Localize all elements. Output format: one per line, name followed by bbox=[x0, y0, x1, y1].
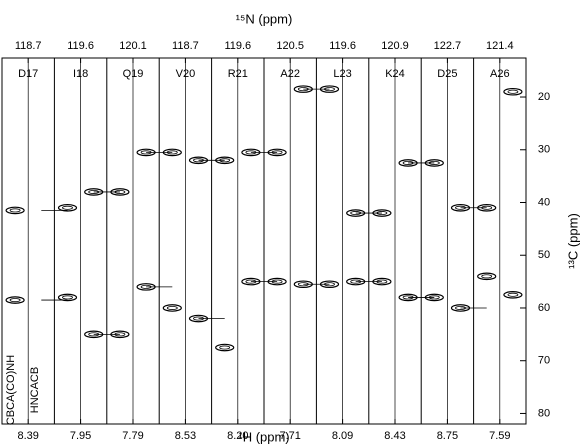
h1-label: 8.75 bbox=[437, 430, 458, 442]
h1-label: 7.95 bbox=[70, 430, 91, 442]
h1-label: 7.59 bbox=[489, 430, 510, 442]
peak-contour bbox=[481, 274, 493, 279]
peak-contour bbox=[376, 279, 388, 284]
peak-contour bbox=[114, 189, 126, 194]
h1-label: 8.20 bbox=[227, 430, 248, 442]
peak-contour bbox=[9, 208, 21, 213]
peak bbox=[162, 304, 182, 312]
peak-contour bbox=[62, 205, 73, 210]
peak-contour bbox=[324, 87, 335, 92]
peak bbox=[267, 277, 287, 286]
peak-contour bbox=[62, 295, 73, 300]
n15-label: 118.7 bbox=[172, 40, 199, 52]
peak-contour bbox=[507, 89, 519, 94]
peak bbox=[319, 280, 340, 289]
peak bbox=[162, 148, 182, 157]
residue-label: D17 bbox=[18, 68, 38, 80]
peak bbox=[503, 290, 523, 299]
h1-label: 8.09 bbox=[332, 430, 353, 442]
residue-label: Q19 bbox=[123, 68, 144, 80]
experiment-label: HNCACB bbox=[29, 367, 41, 413]
peak-contour bbox=[428, 295, 440, 300]
peak-contour bbox=[507, 292, 519, 297]
residue-label: A26 bbox=[490, 68, 510, 80]
y-tick-label: 50 bbox=[538, 249, 550, 261]
n15-label: 120.1 bbox=[119, 40, 147, 52]
x-axis-title: ¹H (ppm) bbox=[238, 429, 289, 444]
top-axis-title: ¹⁵N (ppm) bbox=[236, 11, 293, 26]
residue-label: D25 bbox=[437, 68, 457, 80]
y-tick-label: 60 bbox=[538, 302, 550, 314]
y-tick-label: 80 bbox=[538, 407, 550, 419]
peak-contour bbox=[271, 279, 283, 284]
peak bbox=[477, 203, 497, 212]
peak-contour bbox=[219, 345, 231, 350]
h1-label: 8.53 bbox=[175, 430, 196, 442]
y-tick-label: 40 bbox=[538, 196, 550, 208]
n15-label: 121.4 bbox=[486, 40, 514, 52]
residue-label: A22 bbox=[280, 68, 300, 80]
peak bbox=[215, 343, 235, 352]
peak-contour bbox=[271, 150, 283, 155]
residue-label: L23 bbox=[333, 68, 351, 80]
peak bbox=[57, 293, 78, 302]
experiment-label: CBCA(CO)NH bbox=[5, 355, 17, 425]
y-tick-label: 70 bbox=[538, 355, 550, 367]
y-axis-title: ¹³C (ppm) bbox=[565, 213, 580, 269]
h1-label: 8.43 bbox=[384, 430, 405, 442]
peak-contour bbox=[114, 332, 126, 337]
n15-label: 122.7 bbox=[434, 40, 462, 52]
peak-contour bbox=[166, 305, 178, 310]
peak-contour bbox=[9, 298, 21, 303]
y-tick-label: 20 bbox=[538, 91, 550, 103]
residue-label: I18 bbox=[73, 68, 88, 80]
peak bbox=[5, 296, 25, 304]
peak bbox=[267, 148, 287, 157]
y-tick-label: 30 bbox=[538, 144, 550, 156]
peak bbox=[372, 277, 392, 286]
residue-label: R21 bbox=[228, 68, 248, 80]
peak bbox=[424, 159, 444, 167]
peak-contour bbox=[428, 160, 440, 165]
peak bbox=[57, 203, 78, 212]
residue-label: V20 bbox=[176, 68, 196, 80]
peak-contour bbox=[324, 282, 335, 287]
peak bbox=[424, 293, 444, 302]
n15-label: 119.6 bbox=[67, 40, 94, 52]
n15-label: 119.6 bbox=[224, 40, 251, 52]
peak-contour bbox=[481, 205, 493, 210]
peak-contour bbox=[166, 150, 178, 155]
n15-label: 120.5 bbox=[276, 40, 304, 52]
peak bbox=[110, 330, 130, 339]
peak bbox=[477, 272, 497, 281]
peak bbox=[319, 85, 340, 93]
peak bbox=[215, 156, 235, 165]
n15-label: 120.9 bbox=[381, 40, 409, 52]
residue-label: K24 bbox=[385, 68, 405, 80]
h1-label: 7.79 bbox=[122, 430, 143, 442]
peak bbox=[5, 206, 25, 215]
peak-contour bbox=[376, 211, 388, 216]
peak-contour bbox=[219, 158, 231, 163]
h1-label: 7.71 bbox=[279, 430, 300, 442]
peak bbox=[372, 209, 392, 217]
n15-label: 119.6 bbox=[329, 40, 356, 52]
h1-label: 8.39 bbox=[17, 430, 38, 442]
peak bbox=[503, 87, 523, 96]
peak bbox=[110, 188, 130, 196]
n15-label: 118.7 bbox=[15, 40, 42, 52]
